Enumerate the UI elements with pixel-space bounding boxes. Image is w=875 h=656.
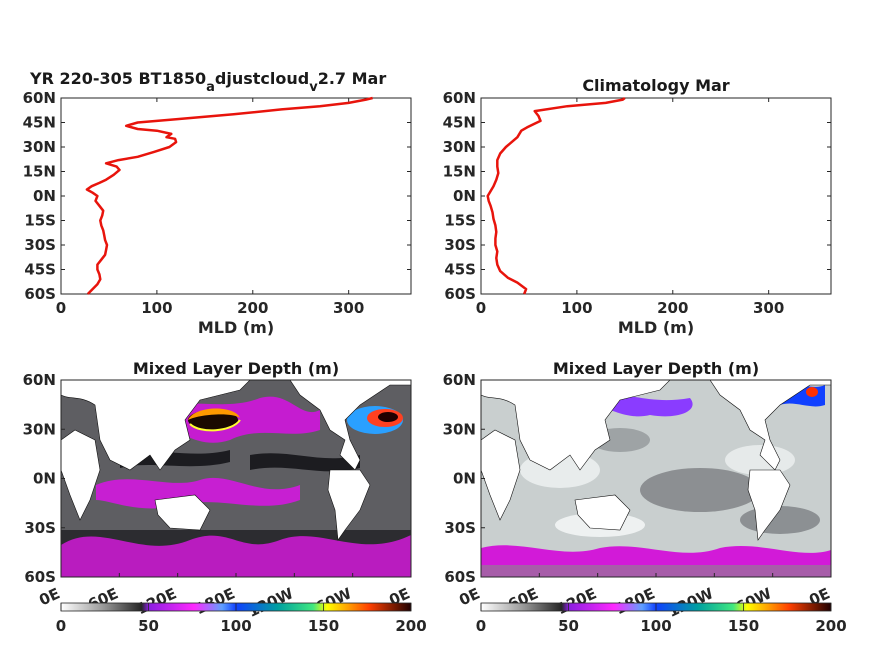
y-tick-label: 30N xyxy=(23,138,56,156)
colorbar-tick-label: 200 xyxy=(395,617,426,635)
x-tick-label: 60W xyxy=(313,584,355,616)
x-tick-label: 120W xyxy=(245,584,296,621)
y-tick-label: 15N xyxy=(23,163,56,181)
map-title-model: Mixed Layer Depth (m) xyxy=(133,359,339,378)
y-tick-label: 30S xyxy=(24,519,56,537)
x-tick-label: 60W xyxy=(733,584,775,616)
y-tick-label: 15S xyxy=(24,212,56,230)
axes-box xyxy=(480,97,832,295)
y-tick-label: 30S xyxy=(444,519,476,537)
mld-field xyxy=(61,380,411,577)
y-tick-label: 45N xyxy=(23,114,56,132)
profile-panel-climatology: Climatology Mar 60N45N30N15N0N15S30S45S6… xyxy=(443,76,832,337)
y-tick-label: 30S xyxy=(444,236,476,254)
mld-profile-line xyxy=(85,96,373,295)
mld-profile-line xyxy=(486,97,626,295)
map-panel-model: Mixed Layer Depth (m) xyxy=(23,359,427,635)
colorbar-tick-label: 200 xyxy=(815,617,846,635)
x-tick-label: 120E xyxy=(554,584,599,618)
axes-box xyxy=(60,97,412,295)
x-tick-label: 300 xyxy=(333,299,364,317)
x-tick-label: 120E xyxy=(134,584,179,618)
x-tick-label: 0E xyxy=(456,584,482,609)
y-tick-label: 45S xyxy=(24,261,56,279)
x-tick-label: 0 xyxy=(56,299,66,317)
colorbar-tick-label: 0 xyxy=(56,617,66,635)
x-tick-label: 180E xyxy=(192,584,237,618)
y-tick-label: 60N xyxy=(443,371,476,389)
colorbar-ticks: 0 50 100 150 200 xyxy=(476,603,847,635)
colorbar-ticks: 0 50 100 150 200 xyxy=(56,603,427,635)
x-tick-label: 200 xyxy=(657,299,688,317)
colorbar-tick-label: 100 xyxy=(640,617,671,635)
colorbar-tick-label: 50 xyxy=(138,617,159,635)
y-tick-label: 0N xyxy=(453,187,476,205)
x-tick-label: 120W xyxy=(665,584,716,621)
y-tick-label: 60S xyxy=(444,568,476,586)
x-tick-label: 200 xyxy=(237,299,268,317)
colorbar-tick-label: 100 xyxy=(220,617,251,635)
y-tick-label: 60N xyxy=(23,89,56,107)
mld-field xyxy=(481,380,831,577)
colorbar-tick-label: 150 xyxy=(308,617,339,635)
x-tick-label: 180E xyxy=(612,584,657,618)
y-tick-label: 60N xyxy=(443,89,476,107)
y-tick-label: 0N xyxy=(453,470,476,488)
panel-title-climatology: Climatology Mar xyxy=(582,76,729,95)
y-tick-label: 60S xyxy=(444,285,476,303)
x-tick-label: 300 xyxy=(753,299,784,317)
y-tick-label: 45S xyxy=(444,261,476,279)
y-tick-label: 15N xyxy=(443,163,476,181)
x-tick-label: 0E xyxy=(36,584,62,609)
y-tick-label: 0N xyxy=(33,187,56,205)
y-tick-label: 30N xyxy=(23,420,56,438)
colorbar-tick-label: 0 xyxy=(476,617,486,635)
y-tick-label: 60S xyxy=(24,568,56,586)
x-tick-label: 0 xyxy=(476,299,486,317)
y-tick-label: 0N xyxy=(33,470,56,488)
y-tick-label: 30N xyxy=(443,138,476,156)
x-tick-label: 100 xyxy=(141,299,172,317)
profile-panel-model: YR 220-305 BT1850adjustcloudv2.7 Mar 60N… xyxy=(23,69,412,337)
panel-title-model: YR 220-305 BT1850adjustcloudv2.7 Mar xyxy=(29,69,386,95)
x-tick-label: 100 xyxy=(561,299,592,317)
y-tick-label: 30S xyxy=(24,236,56,254)
x-axis-label: MLD (m) xyxy=(198,318,274,337)
y-tick-label: 60N xyxy=(23,371,56,389)
colorbar-tick-label: 150 xyxy=(728,617,759,635)
y-tick-label: 60S xyxy=(24,285,56,303)
y-tick-label: 15S xyxy=(444,212,476,230)
y-tick-label: 30N xyxy=(443,420,476,438)
colorbar-tick-label: 50 xyxy=(558,617,579,635)
y-tick-label: 45N xyxy=(443,114,476,132)
map-title-climatology: Mixed Layer Depth (m) xyxy=(553,359,759,378)
x-axis-label: MLD (m) xyxy=(618,318,694,337)
